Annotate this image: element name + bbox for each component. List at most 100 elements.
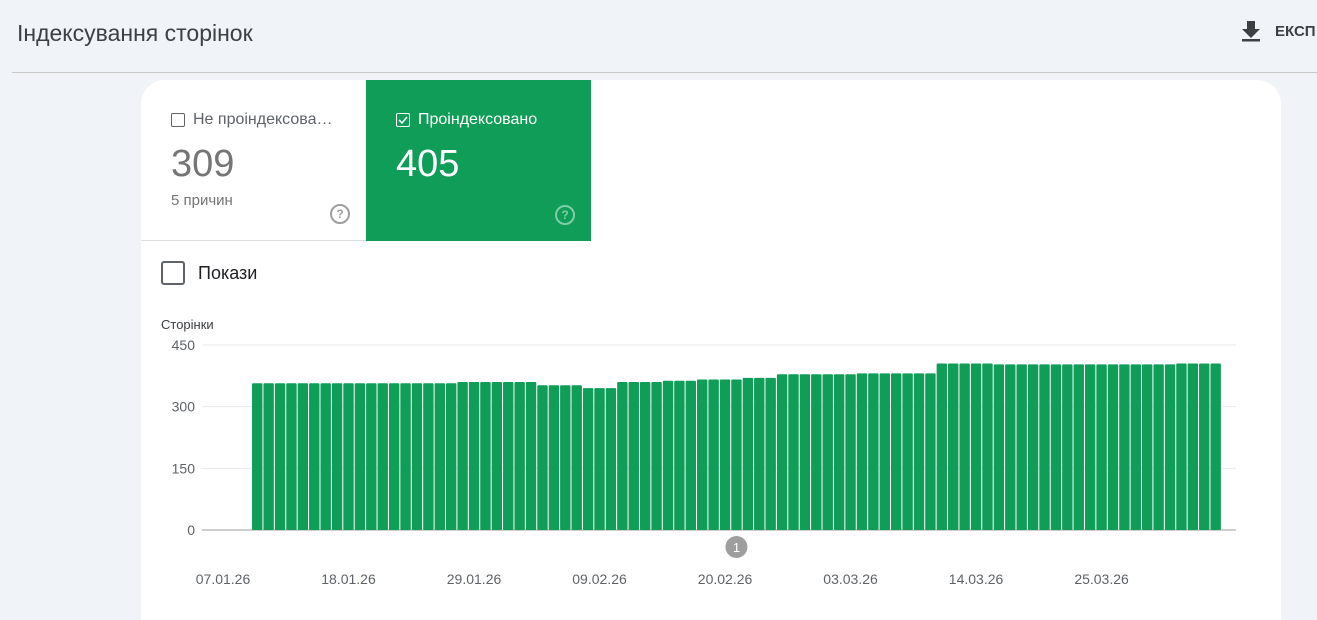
bar [833,374,845,530]
bar [674,380,685,530]
header-divider [12,72,1317,73]
y-tick-label: 300 [172,399,196,415]
x-tick-label: 29.01.26 [447,571,502,587]
bar [594,388,605,530]
bar [1199,363,1210,530]
bar [525,382,537,530]
tile-label: Проіндексовано [418,111,538,128]
bar [274,383,286,530]
bar [423,383,434,530]
bar [651,382,662,530]
bar [731,379,742,530]
bar [845,374,856,530]
tile-value: 405 [396,143,460,185]
bar [1130,364,1142,530]
bar [754,377,765,530]
bar [685,380,697,530]
bar [719,379,731,530]
bar [605,388,617,530]
bar [388,383,400,530]
bar [537,385,548,530]
x-tick-label: 03.03.26 [823,571,878,587]
bar [1084,364,1096,530]
x-tick-label: 25.03.26 [1074,571,1129,587]
bar [286,383,297,530]
bar [1005,364,1016,530]
bar [890,373,902,530]
bar [582,388,594,530]
report-card: Не проіндексова… 309 5 причин ? Проіндек… [141,80,1281,620]
bar [1050,364,1062,530]
y-axis-label: Сторінки [161,317,214,332]
bar [1164,364,1176,530]
y-tick-label: 0 [187,522,195,538]
impressions-label: Покази [198,262,258,283]
bar [811,374,822,530]
bar [776,374,788,530]
x-tick-label: 14.03.26 [949,571,1004,587]
bar [320,383,331,530]
download-icon [1242,21,1260,42]
bar [879,373,890,530]
bar [628,382,639,530]
bar [514,382,525,530]
bar [1016,364,1027,530]
help-icon[interactable]: ? [555,205,575,225]
bar [970,363,982,530]
bar [1062,364,1073,530]
bar [697,379,708,530]
bar [343,383,354,530]
bar [765,377,776,530]
checkbox-unchecked-icon[interactable] [161,261,185,285]
bar-chart: 0 150 300 450 07.01.26 18.01.26 29.01.26 09.02.… [172,337,1236,587]
bar [468,382,480,530]
bar [445,383,457,530]
bar [1039,364,1050,530]
annotation-marker [725,536,748,558]
bar [936,363,948,530]
bar [993,364,1005,530]
bar [822,374,833,530]
bar [491,382,503,530]
bar [1153,364,1164,530]
bar [1027,364,1039,530]
bar [902,373,913,530]
bar [297,383,309,530]
bar [1119,364,1130,530]
tile-indexed[interactable]: Проіндексовано 405 ? [366,80,591,241]
bar [982,363,993,530]
bar [742,377,754,530]
bar [1096,364,1107,530]
bar [354,383,366,530]
tile-label: Не проіндексова… [193,111,333,128]
bar [1210,363,1221,530]
bar [788,374,799,530]
export-button[interactable]: ЕКСП [1241,20,1316,42]
tile-value: 309 [171,143,235,185]
bar [913,373,925,530]
bar [856,373,868,530]
bar [1073,364,1084,530]
impressions-toggle[interactable]: Покази [161,261,257,285]
bar [503,382,514,530]
bar [868,373,879,530]
bar [400,383,411,530]
bar [366,383,377,530]
y-tick-label: 150 [172,460,196,476]
help-icon[interactable]: ? [330,204,350,224]
export-label: ЕКСП [1275,22,1316,40]
bar [1176,363,1187,530]
y-tick-label: 450 [172,337,196,353]
bar [252,383,263,530]
tile-sub: 5 причин [171,192,233,209]
annotation-label: 1 [733,540,740,555]
checkbox-unchecked-icon[interactable] [171,113,185,127]
bar [548,385,560,530]
checkbox-checked-icon[interactable] [396,113,410,127]
bar [1187,363,1199,530]
x-tick-label: 09.02.26 [572,571,627,587]
bar [1107,364,1119,530]
tile-not-indexed[interactable]: Не проіндексова… 309 5 причин ? [141,80,366,241]
bar [560,385,571,530]
bar [617,382,628,530]
